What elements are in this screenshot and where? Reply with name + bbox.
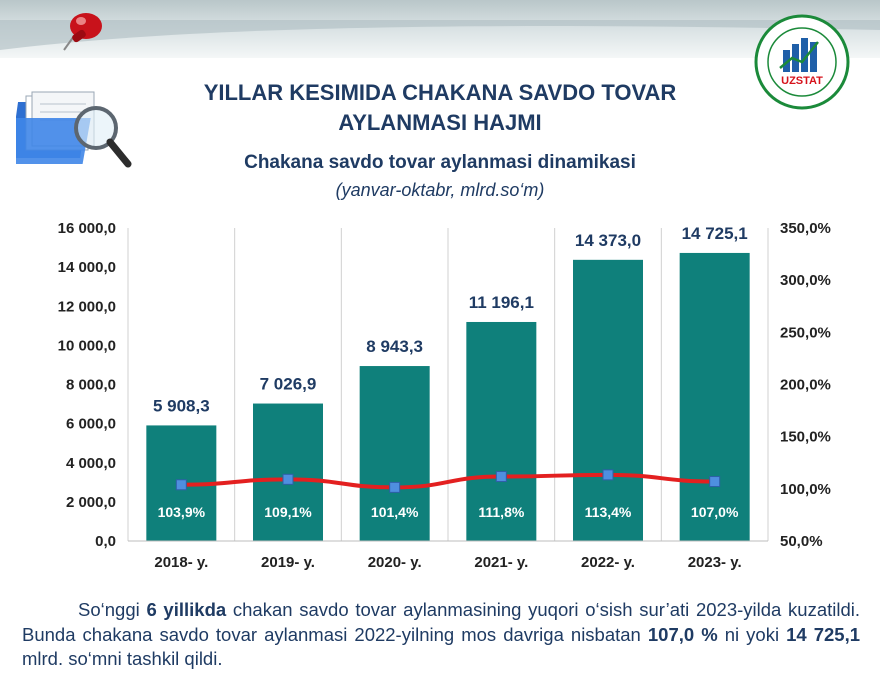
chart-subtitle: (yanvar-oktabr, mlrd.so‘m) (335, 180, 545, 200)
growth-point (709, 476, 721, 488)
bar (679, 252, 750, 541)
bar-value-label: 14 725,1 (682, 224, 748, 243)
bar (466, 321, 537, 541)
uzstat-logo: UZSTAT (754, 14, 850, 110)
y-left-tick-label: 8 000,0 (66, 377, 116, 394)
y-left-tick-label: 16 000,0 (58, 220, 116, 237)
y-left-tick-label: 2 000,0 (66, 494, 116, 511)
growth-point (282, 473, 294, 485)
x-tick-label: 2019- y. (261, 554, 315, 571)
bar-value-label: 8 943,3 (366, 337, 423, 356)
logo-text: UZSTAT (781, 75, 823, 87)
note-text-2: chakan savdo tovar aylanmasining yuqori … (22, 599, 861, 645)
growth-data-label: 107,0% (691, 504, 739, 520)
bar-value-label: 14 373,0 (575, 231, 641, 250)
growth-point (602, 469, 614, 481)
growth-line (181, 472, 715, 490)
growth-point (389, 481, 401, 493)
page-title-line2: AYLANMASI HAJMI (338, 110, 542, 135)
growth-data-label: 111,8% (478, 504, 524, 520)
y-right-tick-label: 350,0% (780, 220, 831, 237)
y-left-tick-label: 10 000,0 (58, 337, 116, 354)
note-text-3: ni yoki (717, 623, 787, 645)
pushpin-icon (63, 13, 102, 51)
growth-data-label: 103,9% (158, 504, 206, 520)
y-left-tick-label: 6 000,0 (66, 416, 116, 433)
x-tick-label: 2020- y. (368, 554, 422, 571)
y-left-tick-label: 4 000,0 (66, 455, 116, 472)
folder-magnifier-icon (16, 91, 132, 168)
page-title: YILLAR KESIMIDA CHAKANA SAVDO TOVAR AYLA… (130, 78, 750, 138)
note-text-4: mlrd. so‘mni tashkil qildi. (22, 648, 223, 669)
bar (359, 366, 430, 541)
note-bold-3: 14 725,1 (786, 623, 861, 645)
y-right-tick-label: 50,0% (780, 533, 823, 550)
growth-data-label: 113,4% (585, 504, 632, 520)
x-tick-label: 2018- y. (154, 554, 208, 571)
growth-data-label: 109,1% (264, 504, 312, 520)
chart-title: Chakana savdo tovar aylanmasi dinamikasi (244, 152, 636, 173)
y-right-tick-label: 300,0% (780, 272, 831, 289)
y-left-tick-label: 12 000,0 (58, 298, 116, 315)
note-bold-2: 107,0 % (647, 623, 718, 645)
x-tick-label: 2023- y. (688, 554, 742, 571)
y-left-tick-label: 0,0 (95, 533, 116, 550)
x-tick-label: 2022- y. (581, 554, 635, 571)
header-curve (0, 20, 880, 50)
x-tick-label: 2021- y. (474, 554, 528, 571)
y-right-tick-label: 100,0% (780, 481, 831, 498)
y-right-tick-label: 250,0% (780, 324, 831, 341)
note-bold-1: 6 yillikda (146, 599, 227, 620)
page-title-line1: YILLAR KESIMIDA CHAKANA SAVDO TOVAR (203, 80, 677, 105)
bar-value-label: 5 908,3 (153, 396, 210, 415)
summary-note: So‘nggi 6 yillikda chakan savdo tovar ay… (22, 598, 860, 672)
bar-value-label: 7 026,9 (260, 375, 317, 394)
chart: 0,0 2 000,0 4 000,0 6 000,0 8 000,0 10 000,0 1… (58, 220, 831, 571)
growth-data-label: 101,4% (371, 504, 419, 520)
bar (573, 259, 643, 541)
y-left-tick-label: 14 000,0 (58, 259, 116, 276)
y-right-tick-label: 150,0% (780, 429, 831, 446)
note-text-1: So‘nggi (78, 599, 147, 620)
bar-value-label: 11 196,1 (469, 293, 534, 312)
bar (253, 403, 323, 541)
y-right-tick-label: 200,0% (780, 377, 831, 394)
growth-point (495, 471, 507, 483)
growth-point (175, 479, 187, 491)
